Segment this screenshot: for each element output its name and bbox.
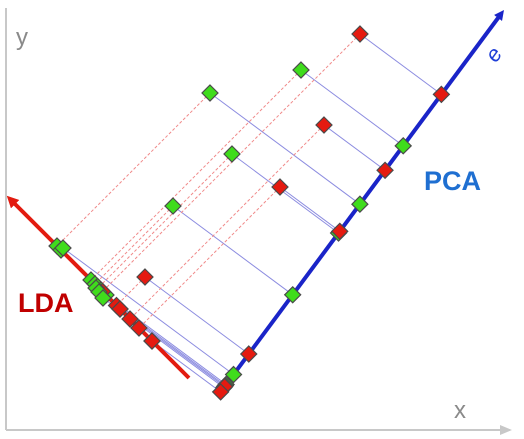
green-pca-projected-point [224,365,243,384]
green-pca-projected-point [394,136,413,155]
green-pca-projected-point [351,195,369,214]
green-pca-projected-point [283,285,302,304]
pca-label: PCA [424,166,481,196]
lda-projection-line [116,276,146,306]
lda-projection-line [90,69,302,281]
red-pca-projected-point [432,85,451,104]
projected-points [48,85,451,401]
lda-projection-line [98,153,233,288]
y-axis-label: y [16,24,28,51]
red-data-point [143,332,161,350]
lda-projection-line [102,33,361,292]
lda-projection-line [94,205,174,285]
lda-projection-line [129,124,325,320]
red-data-point [136,268,154,286]
red-pca-projected-point [330,222,349,241]
pca-projection-line [172,205,293,296]
red-data-point [111,300,129,318]
red-pca-projected-point [376,161,394,180]
pca-projection-line [209,92,361,205]
pca-projection-line [359,33,442,95]
green-data-point [292,61,310,79]
pca-projection-line [323,124,386,171]
green-data-point [94,289,112,307]
pca-projection-lines [62,33,442,393]
pca-projection-line [279,186,341,232]
coordinate-axes [5,8,512,435]
pca-axis-line [226,9,504,384]
x-axis-label: x [454,397,466,424]
data-points [54,25,369,350]
lda-label: LDA [18,288,74,318]
pca-vector-label: e [480,42,507,67]
red-data-point [351,25,369,43]
lda-projection-line [138,186,281,329]
pca-projection-line [144,276,250,355]
green-data-point [164,197,182,215]
red-lda-projected-point [130,319,148,337]
green-data-point [54,239,72,257]
green-data-point [201,84,219,102]
pca-projection-line [300,69,404,147]
green-data-point [223,145,241,163]
red-data-point [271,178,289,196]
pca-projection-line [231,153,339,234]
pca-projection-line [62,247,234,375]
red-lda-projected-point [121,310,139,328]
pca-projection-line [151,340,221,393]
red-pca-projected-point [239,345,258,363]
red-data-point [315,116,333,134]
red-pca-projected-point [211,383,230,401]
lda-projection-line [56,92,211,247]
